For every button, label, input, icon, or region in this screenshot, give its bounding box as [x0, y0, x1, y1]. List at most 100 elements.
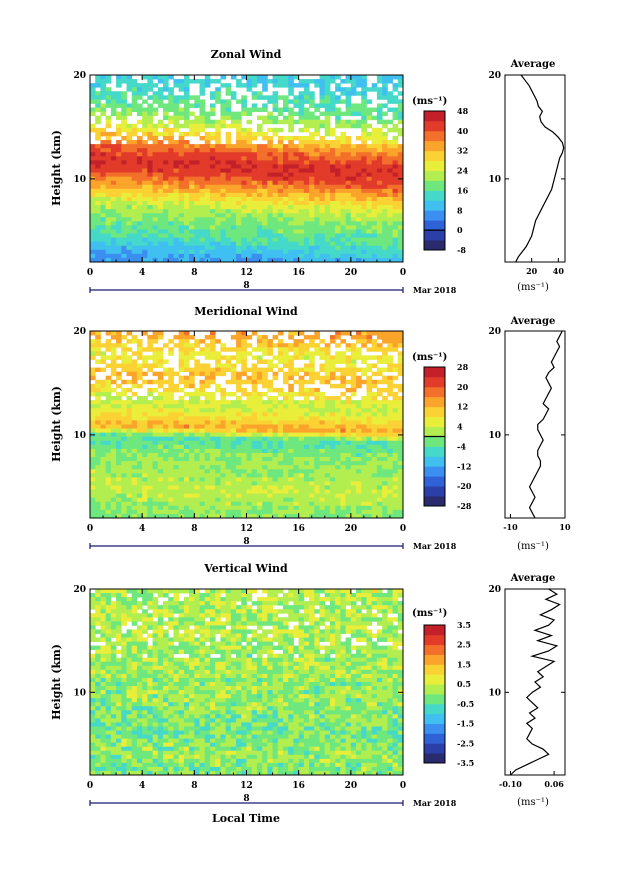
heatmap-cell [220, 201, 227, 206]
heatmap-cell [267, 99, 273, 104]
heatmap-cell [236, 493, 242, 499]
heatmap-cell [95, 249, 101, 255]
heatmap-cell [397, 225, 404, 230]
heatmap-cell [189, 205, 195, 210]
heatmap-cell [168, 164, 174, 169]
heatmap-cell [136, 164, 143, 169]
heatmap-cell [309, 217, 315, 222]
heatmap-cell [335, 87, 341, 92]
heatmap-cell [319, 367, 326, 373]
heatmap-cell [173, 233, 180, 239]
heatmap-cell [329, 501, 336, 507]
heatmap-cell [236, 509, 242, 515]
heatmap-cell [142, 119, 148, 125]
heatmap-cell [303, 119, 310, 125]
heatmap-cell [116, 245, 122, 251]
heatmap-cell [314, 396, 320, 401]
heatmap-cell [387, 509, 393, 515]
heatmap-cell [361, 505, 367, 511]
heatmap-cell [382, 111, 388, 117]
heatmap-cell [100, 79, 107, 84]
heatmap-cell [225, 253, 232, 259]
heatmap-cell [387, 469, 393, 474]
heatmap-cell [309, 428, 315, 434]
heatmap-cell [241, 440, 247, 446]
heatmap-cell [256, 412, 263, 417]
heatmap-cell [136, 188, 143, 194]
heatmap-cell [100, 420, 107, 425]
heatmap-cell [168, 156, 174, 161]
heatmap-cell [126, 229, 133, 234]
heatmap-cell [329, 424, 336, 429]
heatmap-cell [183, 469, 190, 474]
heatmap-cell [256, 205, 263, 210]
heatmap-cell [168, 444, 174, 450]
heatmap-cell [397, 363, 404, 368]
heatmap-cell [116, 241, 122, 247]
heatmap-cell [356, 404, 362, 409]
heatmap-cell [189, 513, 195, 519]
heatmap-cell [126, 123, 133, 129]
heatmap-cell [163, 367, 169, 373]
heatmap-cell [95, 91, 101, 96]
heatmap-cell [329, 188, 336, 194]
heatmap-cell [100, 95, 107, 100]
heatmap-cell [126, 452, 133, 458]
heatmap-cell [152, 355, 159, 360]
heatmap-cell [95, 172, 101, 178]
heatmap-cell [324, 99, 331, 104]
heatmap-cell [183, 367, 190, 373]
heatmap-cell [215, 505, 221, 511]
heatmap-cell [225, 416, 232, 421]
heatmap-cell [131, 428, 138, 434]
heatmap-cell [345, 477, 352, 482]
heatmap-cell [116, 95, 122, 100]
heatmap-cell [105, 237, 112, 243]
heatmap-cell [251, 131, 258, 137]
heatmap-cell [199, 481, 206, 486]
heatmap-cell [382, 213, 388, 218]
heatmap-cell [90, 416, 96, 421]
heatmap-cell [345, 111, 352, 117]
heatmap-cell [256, 461, 263, 466]
heatmap-cell [157, 201, 164, 206]
heatmap-cell [121, 347, 127, 352]
heatmap-cell [157, 436, 164, 442]
heatmap-cell [163, 404, 169, 409]
heatmap-cell [324, 452, 331, 458]
heatmap-cell [178, 331, 185, 336]
heatmap-cell [168, 135, 174, 141]
heatmap-cell [293, 241, 300, 247]
heatmap-cell [303, 79, 310, 84]
heatmap-cell [209, 180, 216, 186]
heatmap-cell [356, 339, 362, 344]
heatmap-cell [230, 428, 237, 434]
heatmap-cell [225, 509, 232, 515]
heatmap-cell [116, 131, 122, 137]
heatmap-cell [121, 404, 127, 409]
heatmap-cell [199, 501, 206, 507]
heatmap-cell [121, 107, 127, 112]
heatmap-cell [345, 180, 352, 186]
heatmap-cell [131, 152, 138, 157]
heatmap-cell [293, 331, 300, 336]
heatmap-cell [392, 225, 399, 230]
heatmap-cell [199, 99, 206, 104]
heatmap-cell [277, 196, 284, 202]
heatmap-cell [246, 253, 253, 259]
heatmap-cell [194, 241, 200, 247]
heatmap-cell [209, 237, 216, 243]
heatmap-cell [251, 363, 258, 368]
heatmap-cell [168, 400, 174, 405]
heatmap-cell [100, 245, 107, 251]
heatmap-cell [220, 489, 227, 495]
heatmap-cell [319, 217, 326, 222]
heatmap-cell [345, 457, 352, 462]
heatmap-cell [152, 432, 159, 438]
heatmap-cell [324, 420, 331, 425]
heatmap-cell [329, 164, 336, 169]
heatmap-cell [376, 335, 383, 340]
heatmap-cell [283, 144, 289, 149]
heatmap-cell [100, 391, 107, 397]
heatmap-cell [283, 172, 289, 178]
